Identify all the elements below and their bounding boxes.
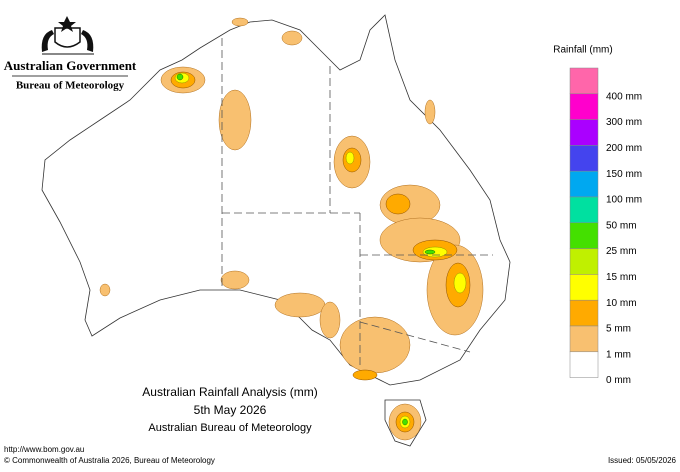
legend-swatch [569,222,599,249]
legend-swatch [569,67,599,95]
legend: 400 mm 300 mm 200 mm 150 mm 100 mm 50 mm 25 mm… [569,67,642,386]
legend-swatch [569,93,599,120]
legend-label: 15 mm [606,272,637,283]
agency-name: Bureau of Meteorology [16,80,125,92]
legend-swatch [569,145,599,172]
legend-swatch [569,299,599,327]
legend-label: 100 mm [606,195,642,206]
legend-swatch [569,274,599,301]
legend-label: 0 mm [606,375,631,386]
legend-swatch [569,351,599,378]
legend-label: 1 mm [606,349,631,360]
map-date: 5th May 2026 [194,403,267,417]
crest [41,16,94,55]
government-name: Australian Government [4,58,137,73]
legend-label: 50 mm [606,220,637,231]
legend-swatch [569,248,599,275]
legend-label: 200 mm [606,143,642,154]
legend-label: 300 mm [606,117,642,128]
map-source: Australian Bureau of Meteorology [148,422,312,434]
legend-swatch [569,196,599,224]
footer-issued: Issued: 05/05/2026 [608,456,677,465]
footer-url: http://www.bom.gov.au [4,445,84,454]
legend-swatch [569,119,599,146]
legend-swatch [569,170,599,198]
legend-label: 400 mm [606,91,642,102]
footer-copyright: © Commonwealth of Australia 2026, Bureau… [4,456,215,465]
map-title: Australian Rainfall Analysis (mm) [142,385,317,399]
australia-map [41,14,511,447]
legend-label: 10 mm [606,298,637,309]
legend-swatch [569,325,599,353]
legend-label: 5 mm [606,324,631,335]
legend-label: 25 mm [606,246,637,257]
legend-title: Rainfall (mm) [553,45,612,56]
legend-label: 150 mm [606,169,642,180]
